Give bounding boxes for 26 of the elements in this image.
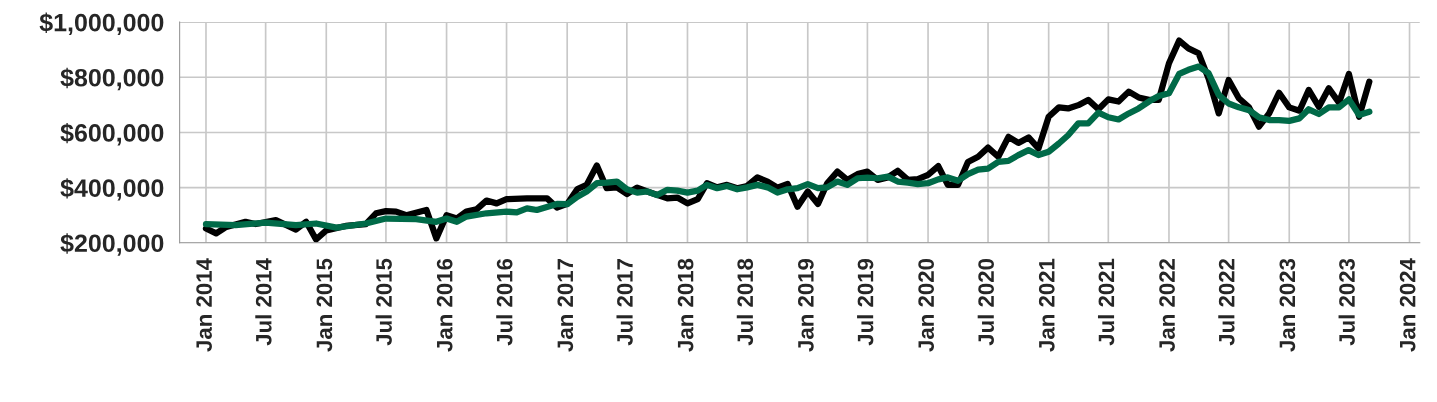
y-tick-label: $1,000,000 [39,12,164,36]
x-tick-label: Jan 2015 [316,258,333,352]
x-tick-label: Jan 2016 [436,258,453,352]
x-tick-label: Jan 2023 [1279,258,1296,352]
y-tick-label: $200,000 [60,233,164,256]
x-tick-label: Jan 2021 [1038,258,1055,352]
x-tick-label: Jul 2017 [616,259,633,346]
x-tick-label: Jul 2021 [1097,258,1115,346]
x-tick-label: Jul 2019 [857,258,874,346]
x-tick-label: Jul 2018 [736,258,754,346]
x-tick-label: Jan 2019 [797,258,814,352]
x-tick-label: Jul 2014 [255,258,272,346]
x-tick-label: Jan 2022 [1159,258,1175,352]
x-tick-label: Jan 2014 [196,258,212,352]
x-tick-label: Jul 2022 [1218,258,1235,346]
x-tick-label: Jan 2018 [677,258,694,352]
x-tick-label: Jan 2017 [557,259,574,352]
x-tick-label: Jul 2020 [977,258,994,346]
x-tick-label: Jul 2023 [1338,258,1355,346]
y-tick-label: $400,000 [60,178,164,201]
y-tick-label: $600,000 [60,122,164,146]
x-tick-label: Jul 2016 [496,258,513,346]
x-tick-label: Jul 2015 [375,258,392,346]
y-tick-label: $800,000 [60,67,164,91]
x-tick-label: Jan 2024 [1399,258,1416,352]
x-tick-label: Jan 2020 [918,258,935,352]
